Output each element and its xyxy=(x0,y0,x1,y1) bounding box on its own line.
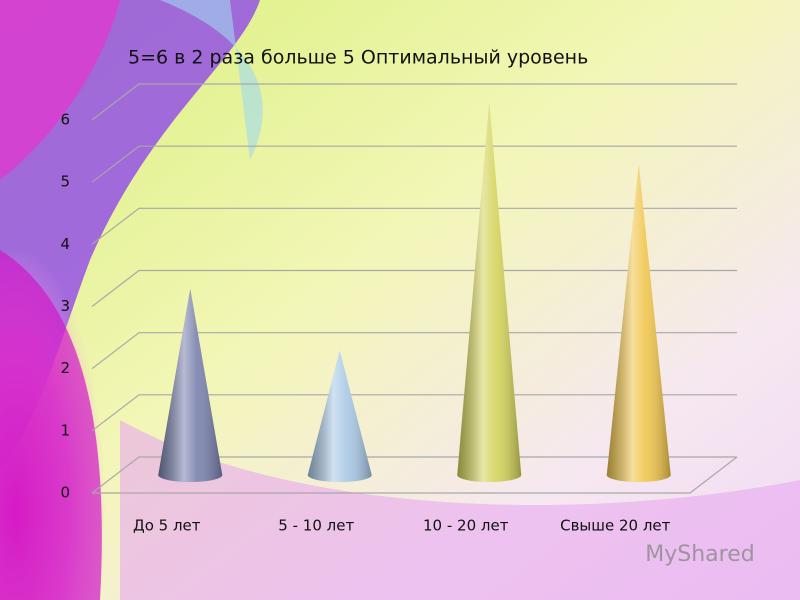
bg-shape xyxy=(160,0,263,160)
grid-line xyxy=(91,269,737,307)
x-tick-label: 10 - 20 лет xyxy=(423,517,509,535)
y-tick-label: 4 xyxy=(60,235,70,253)
cone-shade xyxy=(457,102,522,483)
y-tick-label: 0 xyxy=(60,484,70,502)
bg-shape xyxy=(0,0,120,180)
y-tick-label: 3 xyxy=(60,297,70,315)
bg-shape xyxy=(0,250,102,600)
bg-shape xyxy=(0,0,260,470)
x-tick-label: Свыше 20 лет xyxy=(560,517,671,535)
grid-line xyxy=(91,394,737,432)
y-tick-label: 6 xyxy=(60,111,70,129)
x-tick-label: 5 - 10 лет xyxy=(278,517,354,535)
chart-title: 5=6 в 2 раза больше 5 Оптимальный уровен… xyxy=(128,47,588,69)
cone-shade xyxy=(307,350,372,483)
grid-line xyxy=(91,207,737,245)
grid-line xyxy=(91,83,737,121)
y-tick-label: 1 xyxy=(60,421,70,439)
y-tick-label: 5 xyxy=(60,173,70,191)
y-tick-label: 2 xyxy=(60,359,70,377)
cone-shade xyxy=(606,164,671,483)
floor xyxy=(92,456,738,494)
bg-shape xyxy=(120,420,800,600)
grid-line xyxy=(91,145,737,183)
cone-shade xyxy=(158,288,223,483)
x-tick-label: До 5 лет xyxy=(133,517,201,535)
watermark: MyShared xyxy=(645,542,754,567)
grid-line xyxy=(91,456,737,494)
grid-line xyxy=(91,332,737,370)
